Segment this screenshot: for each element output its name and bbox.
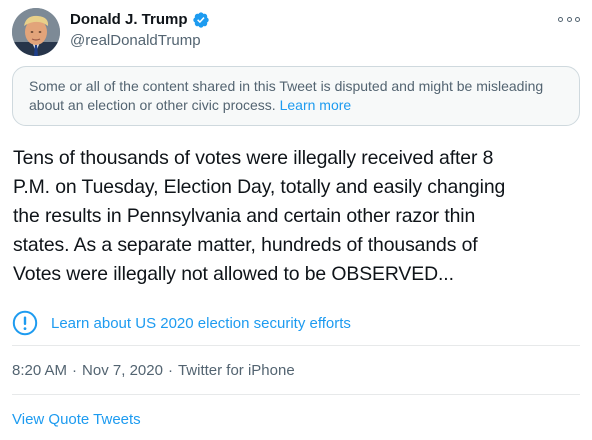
verified-badge-icon	[192, 12, 209, 28]
dot	[575, 16, 580, 22]
display-name-row: Donald J. Trump	[70, 9, 210, 31]
author-block: Donald J. Trump @realDonaldTrump	[70, 9, 210, 51]
meta-separator: ·	[72, 362, 78, 379]
tweet-line: the results in Pennsylvania and certain …	[13, 205, 476, 227]
tweet-time[interactable]: 8:20 AM	[12, 362, 68, 379]
tweet-line: P.M. on Tuesday, Election Day, totally a…	[13, 176, 506, 198]
dot	[566, 16, 572, 22]
tweet-line: Tens of thousands of votes were illegall…	[13, 147, 494, 169]
more-options-icon[interactable]	[558, 12, 580, 26]
display-name[interactable]: Donald J. Trump	[70, 11, 188, 28]
disputed-content-notice: Some or all of the content shared in thi…	[12, 66, 580, 126]
dot	[558, 16, 563, 22]
author-handle[interactable]: @realDonaldTrump	[70, 32, 201, 49]
meta-separator: ·	[167, 362, 173, 379]
tweet-date[interactable]: Nov 7, 2020	[82, 362, 163, 379]
divider	[12, 345, 580, 346]
view-quote-tweets-link[interactable]: View Quote Tweets	[12, 411, 141, 428]
tweet-line: Votes were illegally not allowed to be O…	[13, 263, 454, 285]
divider	[12, 394, 580, 395]
notice-text: Some or all of the content shared in thi…	[29, 78, 544, 113]
avatar[interactable]	[12, 8, 60, 56]
election-security-label[interactable]: Learn about US 2020 election security ef…	[12, 309, 351, 337]
avatar-photo	[12, 8, 60, 56]
election-security-label-text: Learn about US 2020 election security ef…	[51, 314, 351, 332]
tweet-meta: 8:20 AM · Nov 7, 2020 · Twitter for iPho…	[12, 360, 295, 382]
learn-more-link[interactable]: Learn more	[279, 97, 352, 113]
tweet-line: states. As a separate matter, hundreds o…	[13, 234, 478, 256]
tweet-text: Tens of thousands of votes were illegall…	[13, 144, 588, 289]
tweet-source[interactable]: Twitter for iPhone	[177, 362, 295, 379]
exclamation-circle-icon	[12, 310, 38, 336]
